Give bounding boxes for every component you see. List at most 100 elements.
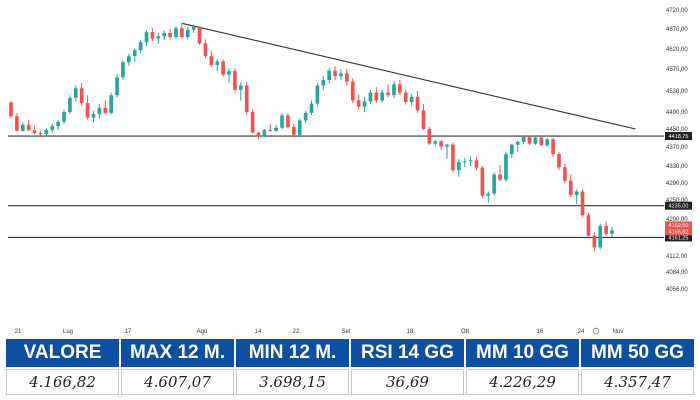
- candle: [527, 135, 532, 145]
- candle-body: [451, 144, 455, 171]
- x-tick-label: 22: [293, 329, 300, 335]
- candle-body: [398, 84, 402, 93]
- trendline: [181, 22, 636, 130]
- candle-body: [150, 32, 155, 39]
- candle-body: [44, 129, 49, 135]
- candle: [221, 59, 225, 77]
- y-tick-label: 4112,00: [666, 254, 688, 260]
- candle-body: [392, 84, 396, 96]
- candle: [427, 126, 432, 145]
- x-tick-label: Nov: [613, 329, 624, 335]
- candle: [350, 78, 355, 104]
- value-mm-10gg: 4.226,29: [466, 369, 579, 395]
- candle-body: [439, 141, 443, 147]
- candle: [486, 191, 491, 204]
- candle: [215, 59, 220, 72]
- candle: [309, 100, 314, 115]
- candle: [238, 82, 243, 101]
- candle-body: [321, 80, 326, 86]
- candle: [451, 142, 455, 173]
- candle-body: [197, 26, 202, 44]
- x-tick-label: Lug: [63, 329, 73, 335]
- candle-body: [580, 191, 585, 216]
- support-levels: [8, 135, 664, 238]
- candle: [445, 143, 449, 159]
- candle: [462, 157, 467, 167]
- candle-body: [144, 32, 149, 43]
- candle: [256, 131, 261, 139]
- candle-body: [415, 96, 420, 111]
- candle: [521, 135, 526, 144]
- candle: [568, 174, 573, 198]
- candle-body: [421, 110, 426, 129]
- candle-body: [221, 61, 225, 75]
- candle-body: [174, 28, 178, 37]
- candle: [474, 156, 479, 171]
- y-tick-label: 4720,00: [666, 8, 688, 14]
- candle: [280, 113, 284, 130]
- candle-body: [327, 70, 332, 80]
- candle-body: [515, 141, 520, 145]
- candle-body: [403, 92, 408, 103]
- candle-body: [586, 215, 591, 236]
- candle-body: [315, 85, 320, 104]
- candle: [409, 94, 414, 106]
- candle-body: [286, 115, 290, 127]
- candle-body: [368, 92, 373, 102]
- candle: [233, 68, 237, 93]
- candle: [433, 140, 438, 147]
- candle: [121, 60, 125, 80]
- candle-body: [380, 92, 385, 101]
- candle-body: [474, 160, 479, 168]
- candle-body: [121, 62, 125, 78]
- candle-body: [91, 114, 96, 118]
- candle: [180, 23, 184, 39]
- candle-body: [127, 56, 131, 63]
- candle-body: [262, 129, 267, 137]
- candle: [209, 51, 214, 67]
- level-label-box-0: [665, 132, 692, 141]
- y-tick-label: 4490,00: [666, 110, 688, 116]
- candle: [492, 172, 496, 196]
- candle-body: [510, 144, 514, 155]
- candle: [374, 87, 379, 104]
- x-tick-label: 18: [407, 329, 414, 335]
- price-chart[interactable]: 4720,00 4670,00 4620,00 4570,00 4530,00 4490,…: [0, 0, 700, 338]
- candle-body: [339, 73, 343, 77]
- candle-body: [350, 81, 355, 101]
- candle: [291, 123, 296, 137]
- candle: [392, 81, 396, 99]
- candle-body: [274, 127, 278, 131]
- candle: [9, 100, 13, 119]
- candle-body: [227, 71, 231, 75]
- candle-body: [138, 42, 143, 51]
- candle: [539, 135, 544, 147]
- y-tick-label: 4290,00: [666, 181, 688, 187]
- candle-body: [574, 191, 579, 195]
- candle-body: [539, 137, 544, 146]
- candle-body: [180, 28, 184, 37]
- candle-body: [568, 180, 573, 195]
- header-mm-10gg: MM 10 GG: [466, 339, 579, 367]
- candle-body: [362, 101, 367, 107]
- y-tick-label: 4530,00: [666, 89, 688, 95]
- candle-body: [527, 137, 532, 144]
- level-label-2: 4161,25: [669, 235, 689, 241]
- candle: [32, 125, 37, 134]
- candle-body: [445, 144, 449, 147]
- candle: [468, 156, 473, 166]
- candle: [439, 140, 443, 150]
- price-marker-box: [665, 221, 692, 236]
- candle: [197, 25, 202, 45]
- candle: [156, 33, 161, 45]
- candlestick-chart-svg: 4720,00 4670,00 4620,00 4570,00 4530,00 4490,…: [8, 8, 692, 335]
- header-max-12m: MAX 12 M.: [121, 339, 234, 367]
- candle-body: [498, 174, 502, 180]
- candle: [303, 110, 308, 123]
- candle: [557, 151, 561, 171]
- candle: [15, 113, 19, 132]
- candle-body: [233, 71, 237, 90]
- y-tick-label: 4570,00: [666, 67, 688, 73]
- candle: [109, 92, 113, 115]
- value-max-12m: 4.607,07: [121, 369, 234, 395]
